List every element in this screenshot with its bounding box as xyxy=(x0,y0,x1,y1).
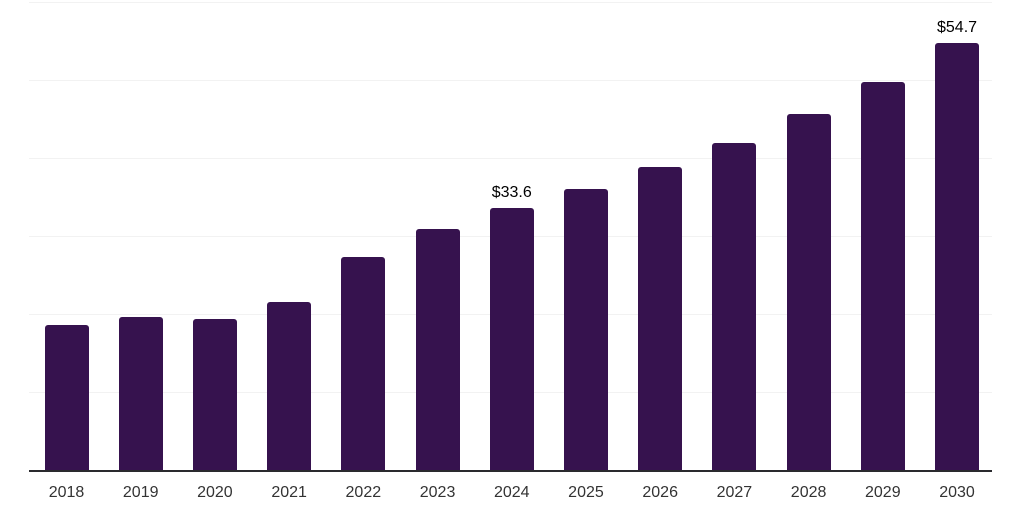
x-tick-2028: 2028 xyxy=(790,484,827,501)
bar-2024 xyxy=(489,207,534,470)
x-tick-2026: 2026 xyxy=(642,484,678,501)
x-tick-2024: 2024 xyxy=(493,484,530,501)
bar-2029 xyxy=(860,82,905,470)
bar-2025 xyxy=(563,189,608,470)
gridline-40 xyxy=(29,158,992,159)
gridline-60 xyxy=(29,2,992,3)
x-tick-2030: 2030 xyxy=(939,484,975,501)
bar-2023 xyxy=(415,228,460,470)
bar-2026 xyxy=(638,166,683,470)
bar-2030 xyxy=(935,43,980,470)
bar-2020 xyxy=(192,318,237,470)
x-tick-2018: 2018 xyxy=(48,484,85,501)
bar-2022 xyxy=(341,257,386,470)
data-label-2030: $54.7 xyxy=(936,19,978,37)
data-label-2024: $33.6 xyxy=(491,183,532,201)
bar-2021 xyxy=(267,302,312,470)
x-tick-2021: 2021 xyxy=(271,484,307,501)
x-tick-2022: 2022 xyxy=(345,484,382,501)
plot-area: $33.6 $54.7 xyxy=(29,0,992,472)
x-axis-line xyxy=(29,470,992,472)
x-tick-2029: 2029 xyxy=(865,484,901,501)
x-tick-2027: 2027 xyxy=(716,484,753,501)
x-tick-2023: 2023 xyxy=(419,484,456,501)
bar-2018 xyxy=(44,324,89,470)
bar-2028 xyxy=(786,114,831,470)
bar-2027 xyxy=(712,143,757,470)
x-tick-2020: 2020 xyxy=(197,484,233,501)
bar-2019 xyxy=(118,317,163,470)
gridline-50 xyxy=(29,80,992,81)
x-tick-2019: 2019 xyxy=(122,484,159,501)
x-tick-2025: 2025 xyxy=(568,484,604,501)
